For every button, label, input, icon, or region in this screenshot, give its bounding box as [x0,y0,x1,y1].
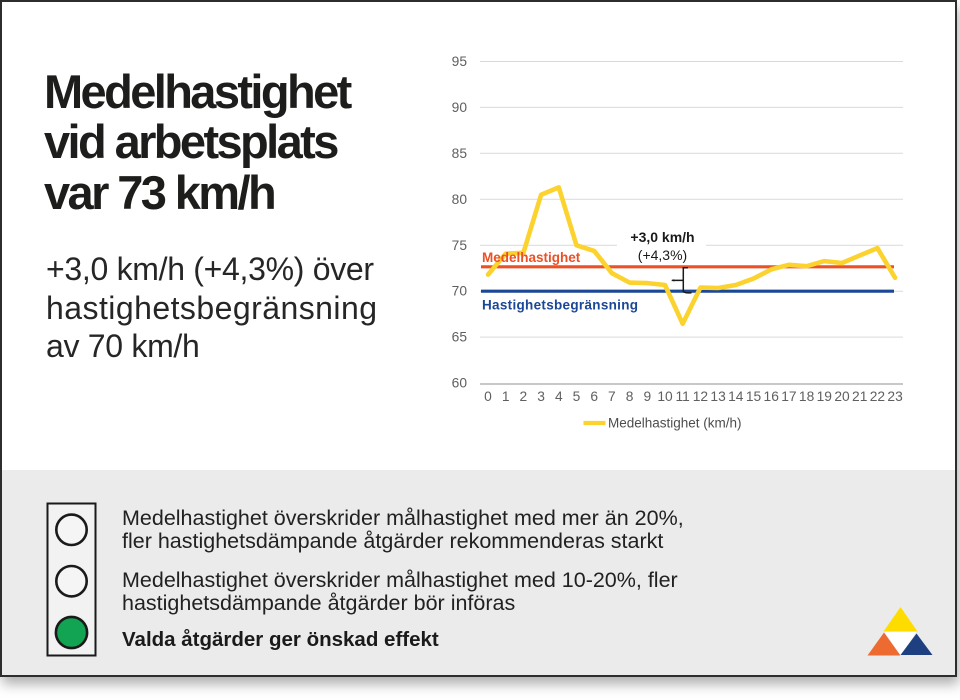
svg-text:10: 10 [657,389,673,404]
svg-text:90: 90 [452,100,468,115]
svg-text:95: 95 [452,54,468,69]
svg-text:19: 19 [817,389,833,404]
svg-text:6: 6 [590,389,598,404]
svg-text:70: 70 [452,284,468,299]
svg-text:8: 8 [626,389,634,404]
svg-text:(+4,3%): (+4,3%) [638,247,687,263]
svg-text:11: 11 [676,389,690,404]
svg-text:17: 17 [781,389,796,404]
svg-text:22: 22 [870,389,885,404]
svg-text:13: 13 [710,389,726,404]
svg-text:Medelhastighet: Medelhastighet [482,250,581,265]
svg-text:3: 3 [537,389,545,404]
svg-text:18: 18 [799,389,815,404]
svg-text:Hastighetsbegränsning: Hastighetsbegränsning [482,298,638,313]
svg-text:14: 14 [728,389,744,404]
svg-text:20: 20 [834,389,850,404]
svg-text:65: 65 [452,330,468,345]
svg-text:21: 21 [852,389,867,404]
svg-text:60: 60 [452,376,468,391]
svg-text:85: 85 [452,146,468,161]
svg-text:16: 16 [764,389,780,404]
svg-text:2: 2 [520,389,528,404]
svg-text:7: 7 [608,389,616,404]
svg-text:5: 5 [573,389,581,404]
svg-text:4: 4 [555,389,563,404]
svg-text:9: 9 [643,389,651,404]
svg-text:80: 80 [452,192,468,207]
svg-text:Medelhastighet (km/h): Medelhastighet (km/h) [608,416,742,431]
svg-text:12: 12 [693,389,708,404]
svg-text:1: 1 [502,389,510,404]
svg-text:15: 15 [746,389,762,404]
svg-text:+3,0 km/h: +3,0 km/h [630,229,694,245]
svg-text:0: 0 [484,389,492,404]
svg-text:75: 75 [452,238,468,253]
svg-text:23: 23 [887,389,903,404]
